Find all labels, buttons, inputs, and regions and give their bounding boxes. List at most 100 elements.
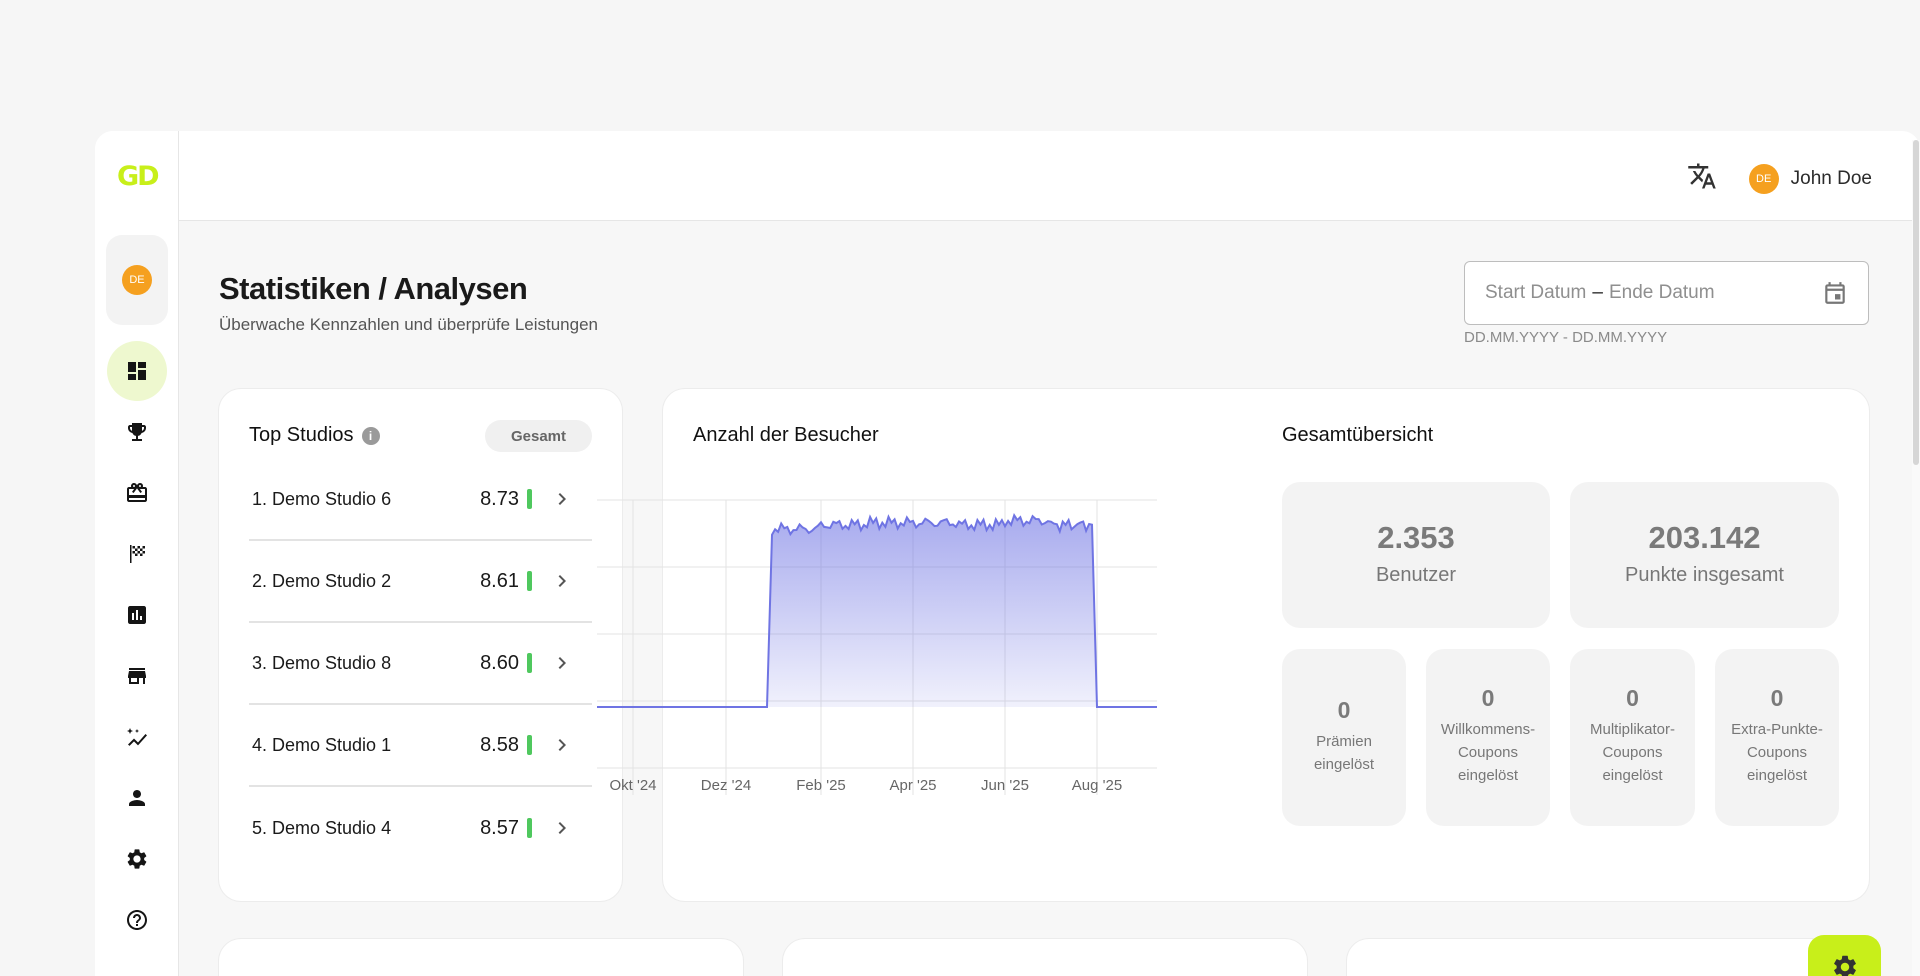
calendar-icon[interactable] [1822, 280, 1848, 306]
studio-name: 1. Demo Studio 6 [252, 488, 392, 509]
bottom-card-1 [219, 939, 743, 976]
overview-title: Gesamtübersicht [1282, 424, 1434, 446]
points-label: Punkte insgesamt [1625, 564, 1784, 586]
stat-label-line: eingelöst [1746, 767, 1808, 784]
studio-score: 8.61 [480, 569, 519, 592]
sidebar-item-settings[interactable] [107, 829, 167, 889]
users-value: 2.353 [1377, 520, 1455, 555]
stat-label: Multiplikator- Coupons eingelöst [1570, 718, 1695, 787]
stat-value: 0 [1337, 697, 1351, 723]
chevron-right-icon[interactable] [550, 651, 574, 675]
chevron-right-icon[interactable] [550, 487, 574, 511]
stat-label: Extra-Punkte- Coupons eingelöst [1715, 718, 1839, 787]
date-format-hint: DD.MM.YYYY - DD.MM.YYYY [1464, 329, 1668, 346]
sidebar-item-rewards[interactable] [107, 402, 167, 462]
sidebar-item-users[interactable] [107, 768, 167, 828]
studio-row[interactable]: 1. Demo Studio 6 8.73 [249, 459, 592, 541]
person-icon [129, 790, 145, 806]
user-name: John Doe [1790, 167, 1872, 189]
end-date-placeholder[interactable]: Ende Datum [1608, 282, 1715, 303]
stat-label-line: Coupons [1457, 744, 1519, 761]
studio-switcher[interactable]: DE [106, 235, 168, 325]
stat-value: 0 [1481, 685, 1495, 711]
scrollbar[interactable] [1912, 140, 1920, 976]
stat-label-line: Multiplikator- [1589, 721, 1676, 738]
trophy-icon [128, 423, 146, 441]
score-indicator [527, 489, 532, 509]
x-tick-label: Jun '25 [981, 777, 1029, 794]
top-bar: DE John Doe [95, 131, 1920, 221]
gear-icon [1833, 955, 1856, 976]
sidebar-item-dashboard[interactable] [107, 341, 167, 401]
chevron-right-icon[interactable] [550, 569, 574, 593]
chevron-right-icon[interactable] [550, 816, 574, 840]
studio-row[interactable]: 5. Demo Studio 4 8.57 [249, 787, 592, 869]
studio-name: 4. Demo Studio 1 [252, 734, 392, 755]
studio-score: 8.58 [480, 733, 519, 756]
sidebar-item-statistics[interactable] [107, 585, 167, 645]
sidebar-item-challenges[interactable] [107, 524, 167, 584]
info-icon[interactable]: i [361, 426, 380, 445]
sidebar: GD DE [95, 131, 179, 976]
score-indicator [527, 653, 532, 673]
studio-name: 2. Demo Studio 2 [252, 570, 392, 591]
page-title: Statistiken / Analysen [219, 271, 528, 306]
points-value: 203.142 [1648, 520, 1761, 555]
start-date-placeholder[interactable]: Start Datum [1485, 282, 1587, 303]
chevron-right-icon[interactable] [550, 733, 574, 757]
stat-label-line: eingelöst [1313, 756, 1375, 773]
date-separator: – [1592, 282, 1603, 303]
bar-chart-icon [128, 606, 146, 624]
top-studios-title-text: Top Studios [249, 424, 354, 446]
score-indicator [527, 571, 532, 591]
rewards-redeemed-stat: 0 Prämien eingelöst [1282, 649, 1406, 826]
multiplier-coupons-stat: 0 Multiplikator- Coupons eingelöst [1570, 649, 1695, 826]
help-icon [127, 910, 147, 930]
stat-value: 0 [1626, 685, 1639, 711]
top-studios-title: Top Studios i [249, 424, 380, 447]
user-menu[interactable]: DE John Doe [1748, 163, 1872, 194]
gift-card-icon [127, 482, 147, 502]
scrollbar-thumb[interactable] [1913, 140, 1919, 465]
studio-name: 3. Demo Studio 8 [252, 652, 392, 673]
visitors-overview-card: Anzahl der Besucher Gesamtübersicht 2.35… [663, 389, 1869, 901]
studio-score: 8.57 [480, 816, 519, 839]
visitors-title: Anzahl der Besucher [693, 424, 879, 446]
studio-score: 8.60 [480, 651, 519, 674]
score-indicator [527, 735, 532, 755]
settings-fab[interactable] [1808, 935, 1881, 976]
page-subtitle: Überwache Kennzahlen und überprüfe Leist… [219, 315, 598, 334]
extra-points-coupons-stat: 0 Extra-Punkte- Coupons eingelöst [1715, 649, 1839, 826]
store-icon [128, 668, 146, 684]
sidebar-item-help[interactable] [107, 890, 167, 950]
studio-row[interactable]: 4. Demo Studio 1 8.58 [249, 705, 592, 787]
sidebar-item-studios[interactable] [107, 646, 167, 706]
welcome-coupons-stat: 0 Willkommens- Coupons eingelöst [1426, 649, 1550, 826]
stat-label-line: eingelöst [1602, 767, 1663, 784]
top-studios-filter[interactable]: Gesamt [485, 420, 592, 452]
user-avatar: DE [1748, 163, 1779, 194]
x-tick-label: Okt '24 [609, 777, 656, 794]
x-tick-label: Apr '25 [889, 777, 936, 794]
gear-icon [127, 849, 147, 869]
stat-label: Prämien eingelöst [1282, 730, 1406, 776]
points-stat: 203.142 Punkte insgesamt [1570, 482, 1839, 628]
stat-value: 0 [1770, 685, 1784, 711]
score-indicator [527, 818, 532, 838]
flag-checkered-icon [130, 545, 145, 563]
date-range-input[interactable]: Start Datum – Ende Datum [1464, 261, 1869, 325]
stat-label: Willkommens- Coupons eingelöst [1426, 718, 1550, 787]
series-line [597, 512, 1157, 708]
stat-label-line: Willkommens- [1440, 721, 1536, 738]
stat-label-line: Coupons [1602, 744, 1663, 761]
magic-trend-icon [127, 728, 147, 746]
sidebar-item-insights[interactable] [107, 707, 167, 767]
app-logo[interactable]: GD [117, 161, 160, 192]
studio-row[interactable]: 2. Demo Studio 2 8.61 [249, 541, 592, 623]
users-stat: 2.353 Benutzer [1282, 482, 1550, 628]
studio-row[interactable]: 3. Demo Studio 8 8.60 [249, 623, 592, 705]
translate-icon[interactable] [1687, 161, 1717, 196]
visitors-chart: Okt '24 Dez '24 Feb '25 Apr '25 Jun '25 Aug '… [597, 499, 1157, 795]
x-tick-label: Dez '24 [701, 777, 751, 794]
sidebar-item-coupons[interactable] [107, 463, 167, 523]
